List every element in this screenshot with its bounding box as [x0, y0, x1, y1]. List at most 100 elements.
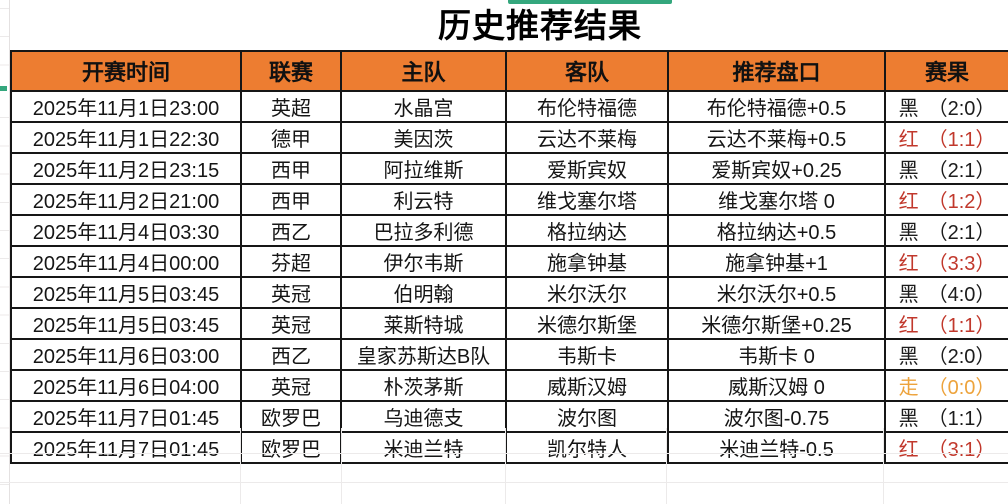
cell-away-team[interactable]: 施拿钟基 [505, 245, 669, 278]
cell-away-team[interactable]: 格拉纳达 [505, 214, 669, 247]
cell-home-team[interactable]: 米迪兰特 [340, 431, 507, 464]
cell-home-team[interactable]: 朴茨茅斯 [340, 369, 507, 402]
cell-away-team[interactable]: 波尔图 [505, 400, 669, 433]
cell-home-team[interactable]: 阿拉维斯 [340, 152, 507, 185]
cell-home-team[interactable]: 水晶宫 [340, 90, 507, 123]
cell-result[interactable]: 黑 （2:0） [884, 338, 1008, 371]
col-header-home-team[interactable]: 主队 [340, 50, 507, 92]
cell-away-team[interactable]: 威斯汉姆 [505, 369, 669, 402]
cell-result[interactable]: 走 （0:0） [884, 369, 1008, 402]
cell-league[interactable]: 西甲 [240, 152, 342, 185]
result-flag: 黑 [898, 222, 919, 244]
cell-handicap[interactable]: 波尔图-0.75 [667, 400, 886, 433]
result-flag: 红 [898, 439, 919, 461]
cell-kickoff-time[interactable]: 2025年11月4日00:00 [10, 245, 242, 278]
col-header-league[interactable]: 联赛 [240, 50, 342, 92]
cell-kickoff-time[interactable]: 2025年11月2日21:00 [10, 183, 242, 216]
cell-kickoff-time[interactable]: 2025年11月7日01:45 [10, 400, 242, 433]
cell-kickoff-time[interactable]: 2025年11月5日03:45 [10, 307, 242, 340]
cell-handicap[interactable]: 米迪兰特-0.5 [667, 431, 886, 464]
cell-result[interactable]: 黑 （2:1） [884, 152, 1008, 185]
cell-kickoff-time[interactable]: 2025年11月7日01:45 [10, 431, 242, 464]
cell-league[interactable]: 西乙 [240, 338, 342, 371]
cell-home-team[interactable]: 利云特 [340, 183, 507, 216]
cell-result[interactable]: 黑 （4:0） [884, 276, 1008, 309]
cell-kickoff-time[interactable]: 2025年11月1日23:00 [10, 90, 242, 123]
cell-away-team[interactable]: 爱斯宾奴 [505, 152, 669, 185]
cell-handicap[interactable]: 威斯汉姆 0 [667, 369, 886, 402]
col-header-result[interactable]: 赛果 [884, 50, 1008, 92]
cell-league[interactable]: 欧罗巴 [240, 431, 342, 464]
result-score: （2:1） [927, 160, 996, 182]
col-header-away-team[interactable]: 客队 [505, 50, 669, 92]
cell-handicap[interactable]: 施拿钟基+1 [667, 245, 886, 278]
cell-result[interactable]: 红 （1:1） [884, 121, 1008, 154]
table-row: 2025年11月2日21:00 西甲 利云特 维戈塞尔塔 维戈塞尔塔 0 红 （1:2） [10, 183, 1008, 216]
cell-kickoff-time[interactable]: 2025年11月4日03:30 [10, 214, 242, 247]
cell-away-team[interactable]: 韦斯卡 [505, 338, 669, 371]
table-row: 2025年11月1日22:30 德甲 美因茨 云达不莱梅 云达不莱梅+0.5 红 （1:1） [10, 121, 1008, 154]
table-row: 2025年11月7日01:45 欧罗巴 米迪兰特 凯尔特人 米迪兰特-0.5 红 （3:1） [10, 431, 1008, 464]
result-flag: 走 [898, 377, 919, 399]
cell-home-team[interactable]: 皇家苏斯达B队 [340, 338, 507, 371]
grid-line [0, 482, 1008, 483]
cell-away-team[interactable]: 云达不莱梅 [505, 121, 669, 154]
cell-result[interactable]: 红 （1:2） [884, 183, 1008, 216]
result-score: （3:3） [927, 253, 996, 275]
cell-league[interactable]: 西甲 [240, 183, 342, 216]
cell-league[interactable]: 英冠 [240, 369, 342, 402]
cell-handicap[interactable]: 格拉纳达+0.5 [667, 214, 886, 247]
cell-home-team[interactable]: 莱斯特城 [340, 307, 507, 340]
table-row: 2025年11月5日03:45 英冠 伯明翰 米尔沃尔 米尔沃尔+0.5 黑 （4:0） [10, 276, 1008, 309]
cell-away-team[interactable]: 布伦特福德 [505, 90, 669, 123]
cell-league[interactable]: 英超 [240, 90, 342, 123]
cell-away-team[interactable]: 维戈塞尔塔 [505, 183, 669, 216]
cell-result[interactable]: 红 （3:1） [884, 431, 1008, 464]
cell-home-team[interactable]: 巴拉多利德 [340, 214, 507, 247]
cell-away-team[interactable]: 米尔沃尔 [505, 276, 669, 309]
cell-handicap[interactable]: 韦斯卡 0 [667, 338, 886, 371]
result-score: （2:1） [927, 222, 996, 244]
result-score: （2:0） [927, 346, 996, 368]
result-flag: 红 [898, 315, 919, 337]
cell-handicap[interactable]: 维戈塞尔塔 0 [667, 183, 886, 216]
cell-home-team[interactable]: 伊尔韦斯 [340, 245, 507, 278]
results-table: 开赛时间 联赛 主队 客队 推荐盘口 赛果 2025年11月1日23:00 英超水… [10, 50, 1008, 464]
cell-kickoff-time[interactable]: 2025年11月6日04:00 [10, 369, 242, 402]
cell-away-team[interactable]: 凯尔特人 [505, 431, 669, 464]
cell-kickoff-time[interactable]: 2025年11月2日23:15 [10, 152, 242, 185]
cell-league[interactable]: 德甲 [240, 121, 342, 154]
table-row: 2025年11月7日01:45 欧罗巴 乌迪德支 波尔图 波尔图-0.75 黑 （1:1） [10, 400, 1008, 433]
grid-line [883, 428, 884, 504]
cell-handicap[interactable]: 布伦特福德+0.5 [667, 90, 886, 123]
result-score: （0:0） [927, 377, 996, 399]
cell-away-team[interactable]: 米德尔斯堡 [505, 307, 669, 340]
cell-home-team[interactable]: 伯明翰 [340, 276, 507, 309]
result-score: （1:2） [927, 191, 996, 213]
col-header-handicap[interactable]: 推荐盘口 [667, 50, 886, 92]
cell-result[interactable]: 黑 （2:0） [884, 90, 1008, 123]
grid-line [0, 453, 1008, 454]
cell-league[interactable]: 英冠 [240, 276, 342, 309]
cell-handicap[interactable]: 米尔沃尔+0.5 [667, 276, 886, 309]
cell-handicap[interactable]: 爱斯宾奴+0.25 [667, 152, 886, 185]
cell-handicap[interactable]: 米德尔斯堡+0.25 [667, 307, 886, 340]
cell-home-team[interactable]: 美因茨 [340, 121, 507, 154]
cell-kickoff-time[interactable]: 2025年11月1日22:30 [10, 121, 242, 154]
col-header-kickoff-time[interactable]: 开赛时间 [10, 50, 242, 92]
cell-result[interactable]: 红 （3:3） [884, 245, 1008, 278]
cell-home-team[interactable]: 乌迪德支 [340, 400, 507, 433]
cell-kickoff-time[interactable]: 2025年11月5日03:45 [10, 276, 242, 309]
cell-result[interactable]: 红 （1:1） [884, 307, 1008, 340]
result-score: （1:1） [927, 315, 996, 337]
grid-line [341, 428, 342, 504]
cell-league[interactable]: 欧罗巴 [240, 400, 342, 433]
cell-kickoff-time[interactable]: 2025年11月6日03:00 [10, 338, 242, 371]
cell-result[interactable]: 黑 （2:1） [884, 214, 1008, 247]
cell-result[interactable]: 黑 （1:1） [884, 400, 1008, 433]
cell-league[interactable]: 英冠 [240, 307, 342, 340]
result-flag: 黑 [898, 408, 919, 430]
cell-league[interactable]: 芬超 [240, 245, 342, 278]
cell-league[interactable]: 西乙 [240, 214, 342, 247]
cell-handicap[interactable]: 云达不莱梅+0.5 [667, 121, 886, 154]
